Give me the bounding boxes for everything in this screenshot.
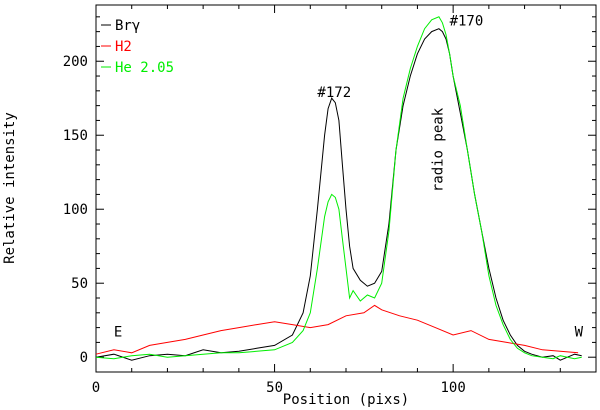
series-line-br — [95, 28, 582, 361]
legend-entry-h2: H2 — [115, 39, 132, 55]
legend-entry-br: Brγ — [115, 18, 140, 34]
legend: Brγ H2 He 2.05 — [101, 18, 174, 76]
tick-labels: 0 50 100 0 50 100 150 200 — [63, 54, 466, 396]
y-tick-label: 50 — [71, 276, 88, 292]
annotation-radio-peak: radio peak — [430, 107, 446, 192]
y-axis-label: Relative intensity — [2, 112, 18, 264]
legend-entry-he-2-05: He 2.05 — [115, 60, 174, 76]
y-tick-label: 100 — [63, 202, 88, 218]
y-tick-label: 0 — [80, 350, 88, 366]
x-tick-label: 100 — [440, 380, 465, 396]
annotations: #172 #170 radio peak E W — [114, 14, 584, 341]
x-axis-label: Position (pixs) — [283, 392, 409, 408]
series-line-h2 — [95, 304, 579, 355]
ticks — [95, 5, 597, 372]
annotation-170: #170 — [450, 14, 484, 30]
series-line-he-2-05 — [95, 16, 582, 360]
series-lines — [95, 16, 582, 361]
x-tick-label: 50 — [266, 380, 283, 396]
y-tick-label: 200 — [63, 54, 88, 70]
y-tick-label: 150 — [63, 128, 88, 144]
x-tick-label: 0 — [92, 380, 100, 396]
annotation-e: E — [114, 324, 122, 340]
annotation-172: #172 — [317, 85, 351, 101]
annotation-w: W — [575, 324, 584, 340]
